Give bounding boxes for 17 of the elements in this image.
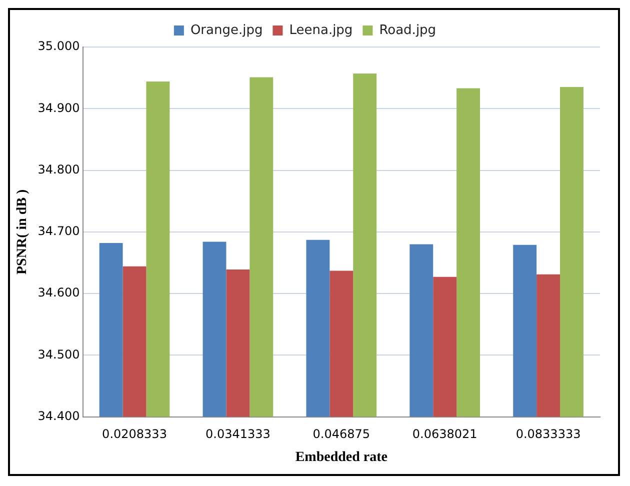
y-tick-label: 34.600: [38, 286, 80, 300]
y-tick-label: 34.800: [38, 162, 80, 176]
x-axis-title: Embedded rate: [295, 450, 388, 466]
legend-label: Orange.jpg: [190, 22, 263, 38]
y-tick-label: 35.000: [38, 39, 80, 54]
x-tick-label: 0.0833333: [516, 427, 581, 442]
legend-label: Road.jpg: [379, 22, 436, 38]
x-tick-label: 0.0638021: [412, 427, 478, 442]
x-tick-label: 0.046875: [312, 427, 370, 442]
y-tick-label: 34.400: [38, 408, 80, 423]
x-tick-label: 0.0208333: [102, 427, 167, 442]
y-axis-title: PSNR( in dB ): [15, 188, 30, 274]
legend-label: Leena.jpg: [289, 22, 353, 38]
x-tick-label: 0.0341333: [206, 427, 270, 442]
y-tick-label: 34.900: [38, 100, 80, 115]
y-tick-label: 34.700: [38, 224, 80, 238]
y-tick-label: 34.500: [38, 347, 80, 362]
